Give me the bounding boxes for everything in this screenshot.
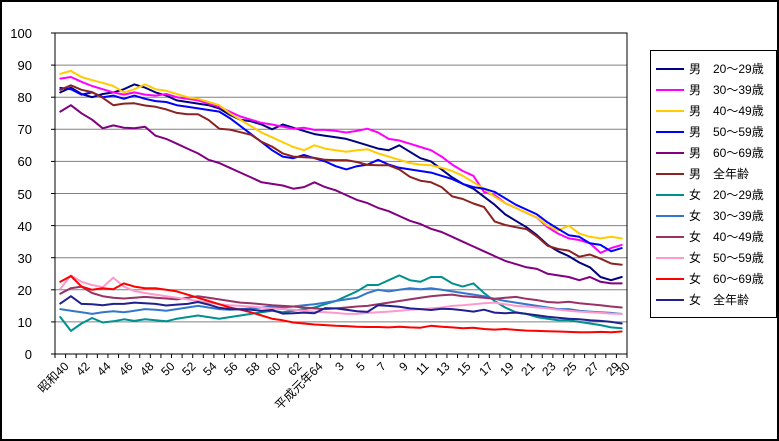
series-line-male-30s bbox=[59, 76, 623, 254]
y-axis-label: 0 bbox=[24, 347, 32, 362]
legend-label: 男 50〜59歳 bbox=[689, 125, 764, 139]
series-line-male-20s bbox=[59, 83, 623, 282]
legend-item-male-60s: 男 60〜69歳 bbox=[656, 142, 771, 163]
legend-swatch-female-30s bbox=[656, 214, 684, 217]
legend-swatch-female-40s bbox=[656, 235, 684, 238]
legend-item-female-40s: 女 40〜49歳 bbox=[656, 226, 771, 247]
y-axis-label: 90 bbox=[17, 58, 32, 74]
y-axis-label: 20 bbox=[17, 282, 32, 298]
legend-item-male-50s: 男 50〜59歳 bbox=[656, 121, 771, 142]
legend-label: 男 40〜49歳 bbox=[689, 104, 764, 118]
legend-label: 女 20〜29歳 bbox=[689, 188, 764, 202]
y-axis-label: 100 bbox=[10, 26, 32, 41]
series-line-female-40s bbox=[59, 285, 623, 311]
legend-label: 女 全年齢 bbox=[689, 293, 750, 307]
series-line-male-60s bbox=[59, 104, 623, 285]
legend-swatch-female-60s bbox=[656, 277, 684, 280]
legend-label: 女 50〜59歳 bbox=[689, 251, 764, 265]
y-axis-label: 80 bbox=[17, 90, 32, 106]
y-axis-label: 50 bbox=[17, 186, 32, 202]
legend-swatch-female-20s bbox=[656, 193, 684, 196]
series-line-female-all bbox=[59, 295, 623, 325]
legend-item-male-all: 男 全年齢 bbox=[656, 163, 771, 184]
series-line-female-50s bbox=[59, 274, 623, 315]
legend-label: 男 60〜69歳 bbox=[689, 146, 764, 160]
legend-swatch-female-all bbox=[656, 298, 684, 301]
legend-swatch-male-60s bbox=[656, 151, 684, 154]
y-axis-label: 60 bbox=[17, 154, 32, 170]
legend-label: 女 60〜69歳 bbox=[689, 272, 764, 286]
legend-label: 男 20〜29歳 bbox=[689, 62, 764, 76]
legend-swatch-male-all bbox=[656, 172, 684, 175]
series-line-female-60s bbox=[59, 275, 623, 334]
series-line-male-50s bbox=[59, 86, 623, 253]
legend-item-female-50s: 女 50〜59歳 bbox=[656, 247, 771, 268]
legend-label: 女 30〜39歳 bbox=[689, 209, 764, 223]
legend-swatch-male-20s bbox=[656, 67, 684, 70]
legend-item-female-60s: 女 60〜69歳 bbox=[656, 268, 771, 289]
legend-item-male-40s: 男 40〜49歳 bbox=[656, 100, 771, 121]
legend-item-male-30s: 男 30〜39歳 bbox=[656, 79, 771, 100]
legend-label: 男 全年齢 bbox=[689, 167, 750, 181]
y-axis-label: 30 bbox=[17, 250, 32, 266]
legend-swatch-male-40s bbox=[656, 109, 684, 112]
legend-label: 男 30〜39歳 bbox=[689, 83, 764, 97]
series-line-male-40s bbox=[59, 69, 623, 240]
legend-swatch-male-50s bbox=[656, 130, 684, 133]
legend-label: 女 40〜49歳 bbox=[689, 230, 764, 244]
legend-item-female-all: 女 全年齢 bbox=[656, 289, 771, 310]
legend: 男 20〜29歳男 30〜39歳男 40〜49歳男 50〜59歳男 60〜69歳… bbox=[650, 50, 777, 318]
y-axis-label: 70 bbox=[17, 122, 32, 138]
legend-swatch-female-50s bbox=[656, 256, 684, 259]
legend-item-female-30s: 女 30〜39歳 bbox=[656, 205, 771, 226]
series-line-male-all bbox=[59, 84, 623, 266]
series-line-female-30s bbox=[59, 287, 623, 315]
y-axis-label: 40 bbox=[17, 218, 32, 234]
legend-item-male-20s: 男 20〜29歳 bbox=[656, 58, 771, 79]
y-axis-label: 10 bbox=[17, 314, 32, 330]
legend-item-female-20s: 女 20〜29歳 bbox=[656, 184, 771, 205]
legend-swatch-male-30s bbox=[656, 88, 684, 91]
